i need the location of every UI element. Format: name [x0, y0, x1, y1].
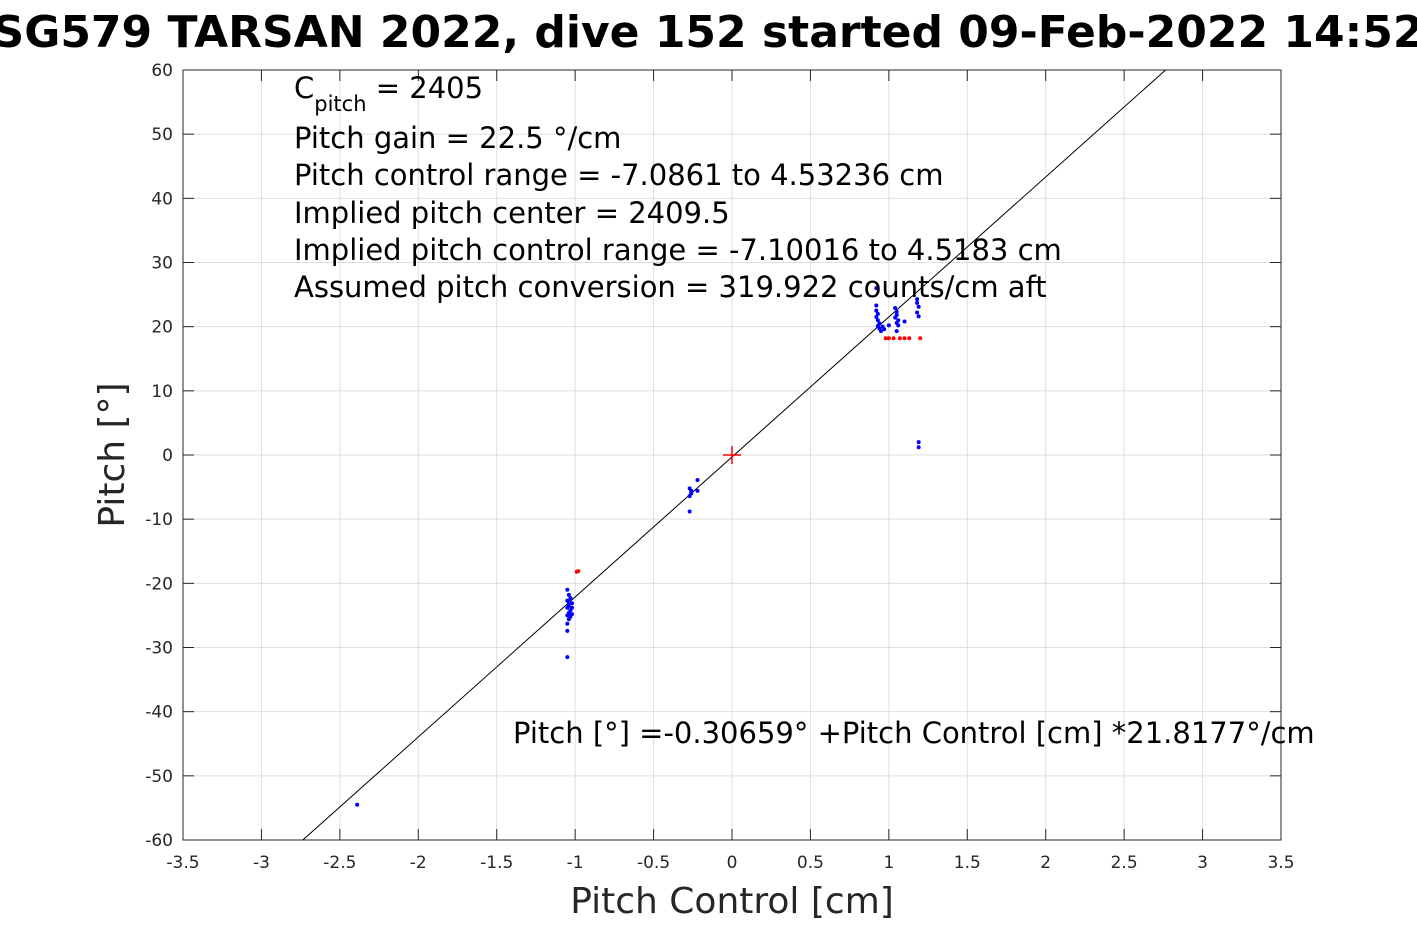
x-tick-label: 3.5: [1267, 853, 1294, 873]
data-point-red: [902, 336, 907, 341]
annotation-c-pitch-value: = 2405: [367, 71, 484, 105]
data-point-blue: [566, 603, 571, 608]
x-tick-label: -3.5: [166, 853, 199, 873]
data-point-blue: [916, 314, 921, 319]
data-point-blue: [879, 329, 884, 334]
data-points: [355, 286, 923, 807]
y-tick-label: 20: [151, 318, 173, 338]
data-point-blue: [570, 605, 575, 610]
data-point-blue: [566, 592, 571, 597]
y-tick-label: -20: [145, 574, 173, 594]
data-point-blue: [565, 621, 570, 626]
annotation-c-pitch: Cpitch = 2405: [294, 71, 483, 116]
annotation-pitch-gain: Pitch gain = 22.5 °/cm: [294, 121, 621, 155]
x-tick-label: -1.5: [480, 853, 513, 873]
y-tick-label: 10: [151, 382, 173, 402]
y-tick-label: -10: [145, 510, 173, 530]
data-point-blue: [570, 601, 575, 606]
data-point-blue: [894, 309, 899, 314]
data-point-blue: [882, 327, 887, 332]
data-point-blue: [915, 300, 920, 305]
annotation-implied-center: Implied pitch center = 2409.5: [294, 196, 730, 230]
x-axis-label: Pitch Control [cm]: [570, 881, 894, 922]
ticks: -3.5 -3 -2.5 -2 -1.5 -1 -0.5 0 0.5 1 1.5 2 2.5 3 3.5 -6…: [145, 61, 1294, 873]
annotation-c-pitch-prefix: C: [294, 71, 314, 105]
x-tick-label: 3: [1197, 853, 1208, 873]
y-tick-label: 0: [162, 446, 173, 466]
data-point-blue: [568, 596, 573, 601]
data-point-blue: [565, 628, 570, 633]
data-point-red: [907, 336, 912, 341]
data-point-red: [576, 569, 581, 574]
x-tick-label: -2: [410, 853, 427, 873]
x-tick-label: 1: [883, 853, 894, 873]
data-point-blue: [915, 310, 920, 315]
data-point-blue: [565, 587, 570, 592]
x-tick-label: 2: [1040, 853, 1051, 873]
x-tick-label: -0.5: [637, 853, 670, 873]
center-marker: [723, 446, 741, 464]
y-tick-label: -60: [145, 831, 173, 851]
chart-title: SG579 TARSAN 2022, dive 152 started 09-F…: [0, 7, 1417, 58]
annotation-fit-equation: Pitch [°] =-0.30659° +Pitch Control [cm]…: [513, 716, 1315, 750]
y-tick-label: -30: [145, 639, 173, 659]
data-point-blue: [896, 323, 901, 328]
data-point-blue: [565, 655, 570, 660]
data-point-blue: [874, 286, 879, 291]
y-tick-label: 40: [151, 189, 173, 209]
data-point-blue: [566, 599, 571, 604]
data-point-red: [883, 336, 888, 341]
y-tick-label: -50: [145, 767, 173, 787]
data-point-blue: [874, 308, 879, 313]
y-tick-label: 60: [151, 61, 173, 81]
annotation-conversion: Assumed pitch conversion = 319.922 count…: [294, 270, 1047, 304]
data-point-blue: [874, 315, 879, 320]
data-point-blue: [875, 318, 880, 323]
data-point-blue: [916, 304, 921, 309]
annotation-implied-range: Implied pitch control range = -7.10016 t…: [294, 233, 1062, 267]
data-point-blue: [893, 315, 898, 320]
annotation-control-range: Pitch control range = -7.0861 to 4.53236…: [294, 158, 943, 192]
x-tick-label: -3: [253, 853, 270, 873]
y-tick-label: 50: [151, 125, 173, 145]
x-tick-label: 0: [727, 853, 738, 873]
x-tick-label: 0.5: [797, 853, 824, 873]
data-point-blue: [874, 303, 879, 308]
x-tick-label: 2.5: [1111, 853, 1138, 873]
data-point-blue: [902, 319, 907, 324]
data-point-blue: [568, 614, 573, 619]
y-tick-label: -40: [145, 703, 173, 723]
data-point-blue: [916, 445, 921, 450]
data-point-red: [886, 336, 891, 341]
data-point-blue: [687, 509, 692, 514]
data-point-red: [897, 336, 902, 341]
data-point-blue: [894, 329, 899, 334]
x-tick-label: -1: [567, 853, 584, 873]
data-point-blue: [689, 490, 694, 495]
data-point-blue: [886, 323, 891, 328]
data-point-blue: [875, 311, 880, 316]
data-point-red: [891, 336, 896, 341]
data-point-blue: [695, 488, 700, 493]
y-tick-label: 30: [151, 254, 173, 274]
x-tick-label: 1.5: [954, 853, 981, 873]
grid: [182, 69, 1282, 841]
data-point-blue: [893, 306, 898, 311]
data-point-blue: [916, 440, 921, 445]
data-point-blue: [355, 802, 360, 807]
x-tick-label: -2.5: [323, 853, 356, 873]
data-point-blue: [915, 297, 920, 302]
data-point-red: [918, 336, 923, 341]
data-point-blue: [687, 486, 692, 491]
y-axis-label: Pitch [°]: [92, 382, 133, 527]
data-point-blue: [695, 478, 700, 483]
annotation-c-pitch-subscript: pitch: [314, 92, 366, 116]
